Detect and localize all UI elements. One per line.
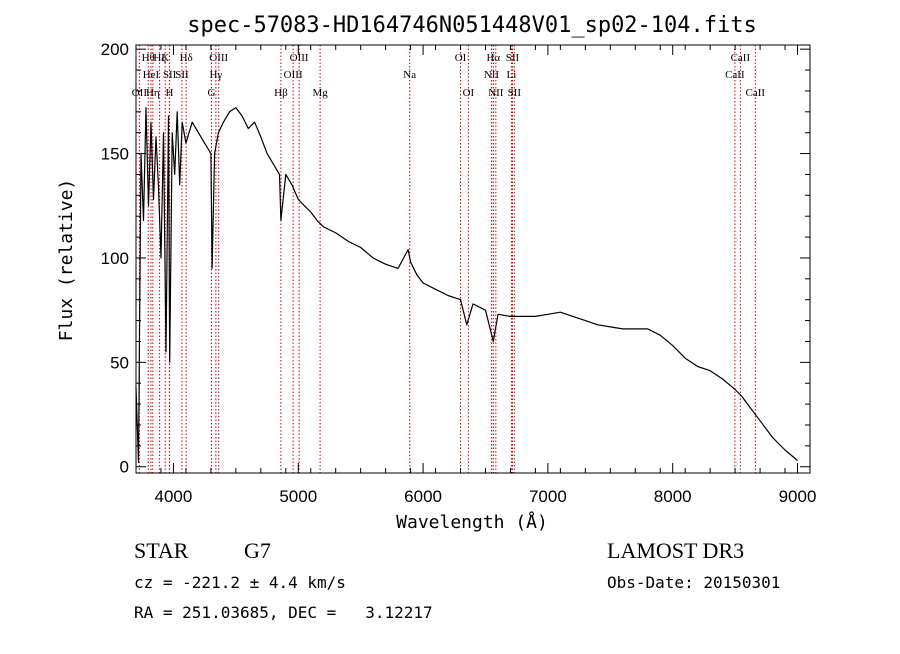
y-tick-label: 50 [110, 353, 129, 372]
survey-name: LAMOST DR3 [607, 538, 745, 563]
x-axis-label: Wavelength (Å) [396, 511, 548, 533]
spectral-line-label: CaII [725, 69, 745, 81]
object-class: STAR [134, 538, 189, 563]
spectral-line-label: OII [132, 87, 148, 99]
spectral-line-label: G [208, 87, 216, 99]
x-tick-label: 6000 [404, 487, 442, 506]
spectral-line-label: NII [484, 69, 500, 81]
spectral-line-label: Hβ [274, 87, 288, 99]
chart-title: spec-57083-HD164746N051448V01_sp02-104.f… [187, 13, 757, 38]
spectral-line-label: H [165, 87, 173, 99]
obs-date: Obs-Date: 20150301 [607, 573, 781, 592]
spectral-line-label: NII [488, 87, 504, 99]
spectral-line-label: Hα [486, 52, 500, 64]
y-tick-label: 150 [101, 145, 129, 164]
spectral-line-label: OI [455, 52, 467, 64]
x-tick-label: 4000 [155, 487, 193, 506]
spectral-line-label: SII [508, 87, 522, 99]
spectral-line-label: CaII [731, 52, 751, 64]
x-tick-label: 7000 [529, 487, 567, 506]
spectral-line-label: Hζ [153, 52, 166, 64]
object-subclass: G7 [244, 538, 271, 563]
coordinates: RA = 251.03685, DEC = 3.12217 [134, 603, 433, 622]
spectral-line-label: K [161, 52, 169, 64]
spectral-line-label: OI [463, 87, 475, 99]
spectral-line-markers: OIIHθHeIHηHζKSIIHHδSIIGOIIIHγHβOIIIOIIIM… [132, 45, 766, 473]
y-tick-label: 100 [101, 249, 129, 268]
spectral-line-label: OIII [290, 52, 309, 64]
y-axis-label: Flux (relative) [56, 179, 77, 342]
plot-frame [135, 44, 811, 474]
x-tick-label: 9000 [779, 487, 817, 506]
spectrum-series-layer [135, 106, 798, 464]
spectral-line-label: Hδ [180, 52, 193, 64]
spectral-line-label: SII [506, 52, 520, 64]
spectral-line-label: Na [403, 69, 416, 81]
redshift-cz: cz = -221.2 ± 4.4 km/s [134, 573, 346, 592]
spectral-line-label: Li [507, 69, 517, 81]
y-tick-label: 0 [120, 458, 129, 477]
spectrum-series-line [135, 106, 798, 464]
spectral-line-label: Hθ [142, 52, 155, 64]
spectral-line-label: SII [175, 69, 189, 81]
spectral-line-label: Hη [146, 87, 160, 99]
spectral-line-label: SII [163, 69, 177, 81]
x-tick-label: 5000 [279, 487, 317, 506]
spectral-line-label: Hγ [209, 69, 222, 81]
axis-ticks: 4000 5000 6000 7000 8000 9000 0 50 100 150 200 [101, 40, 817, 506]
x-tick-label: 8000 [654, 487, 692, 506]
spectral-line-label: Mg [312, 87, 328, 99]
y-tick-label: 200 [101, 40, 129, 59]
spectral-line-label: CaII [746, 87, 766, 99]
spectral-line-label: OIII [209, 52, 228, 64]
spectral-line-label: OIII [284, 69, 303, 81]
spectral-line-label: HeI [143, 69, 160, 81]
